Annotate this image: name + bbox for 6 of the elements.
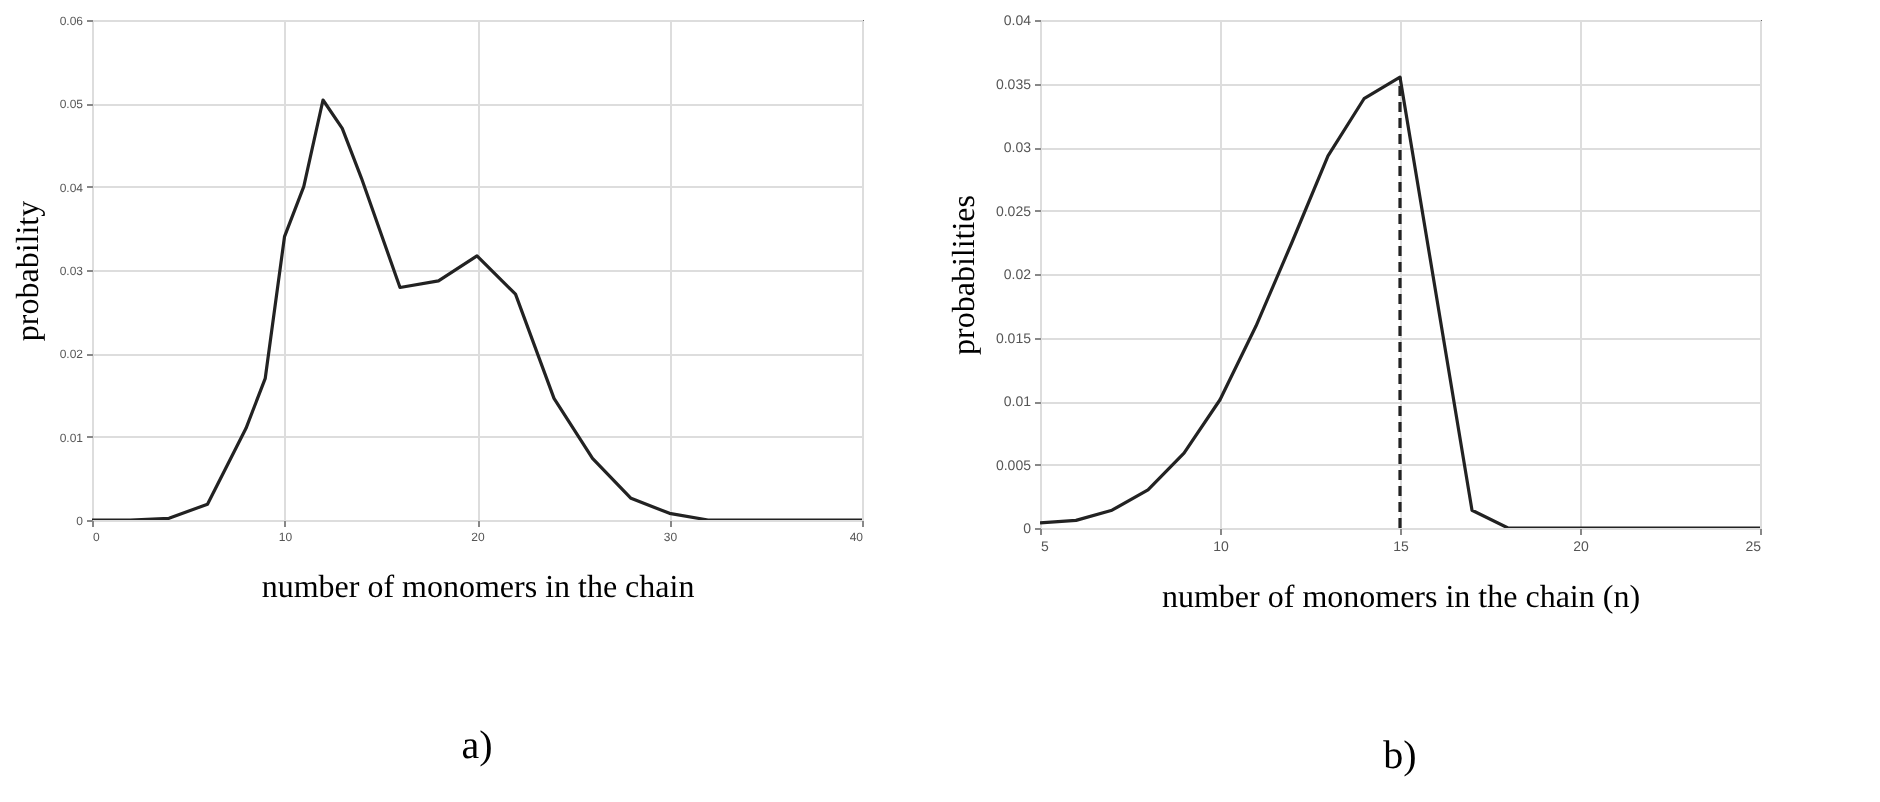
x-axis-title: number of monomers in the chain (n) bbox=[1161, 581, 1641, 615]
y-axis-title: probability bbox=[11, 200, 46, 342]
text: a) bbox=[461, 724, 493, 768]
text: b) bbox=[1383, 734, 1417, 778]
x-axis-title: number of monomers in the chain bbox=[261, 571, 695, 605]
y-axis-title: probabilities bbox=[947, 195, 982, 355]
